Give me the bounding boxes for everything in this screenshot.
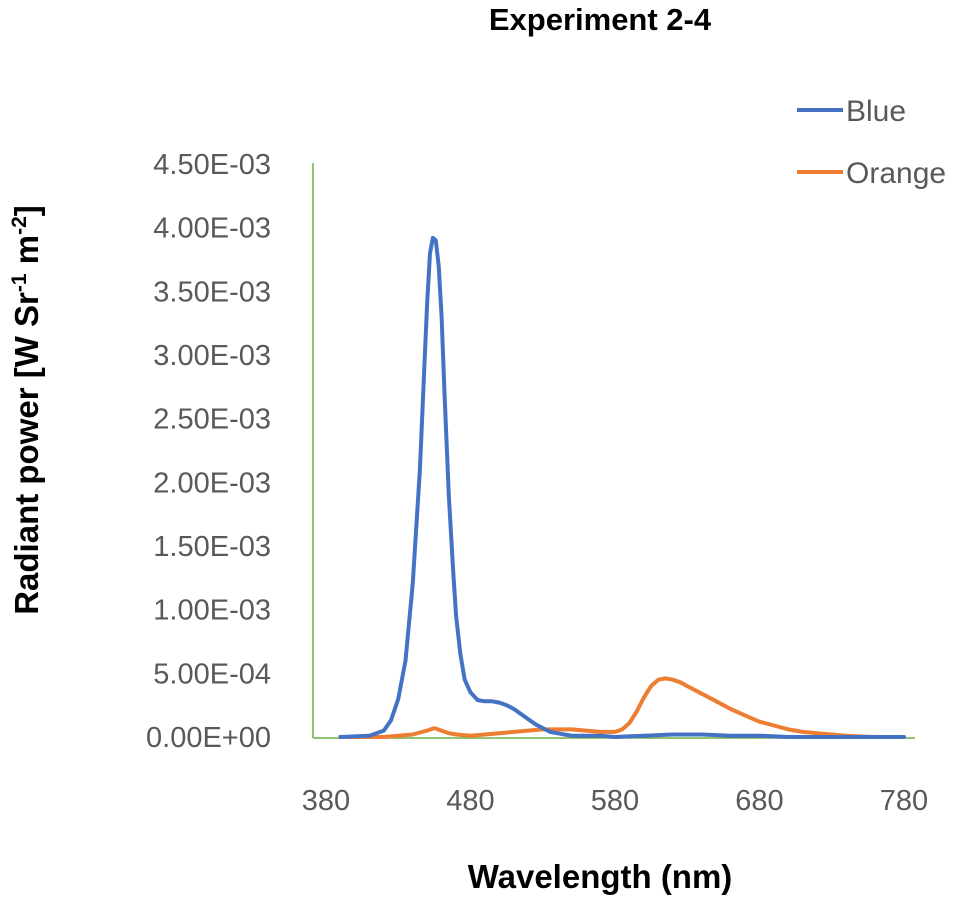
y-tick-label: 1.00E-03 (153, 595, 271, 627)
y-tick-label: 4.00E-03 (153, 213, 271, 245)
legend-label-orange: Orange (846, 157, 946, 190)
y-axis-title-mid: m (8, 235, 45, 274)
legend-label-blue: Blue (846, 95, 906, 128)
x-tick-label: 780 (880, 785, 928, 817)
chart-title: Experiment 2-4 (489, 2, 712, 37)
y-tick-label: 3.00E-03 (153, 340, 271, 372)
y-axis-title: Radiant power [W Sr-1 m-2] (8, 205, 45, 615)
y-axis-title-sup2: -2 (8, 216, 31, 235)
y-tick-label: 5.00E-04 (153, 658, 271, 690)
x-tick-label: 380 (302, 785, 350, 817)
y-axis-title-base: Radiant power [W Sr (8, 292, 45, 615)
series-lines (338, 235, 906, 739)
x-axis-title: Wavelength (nm) (468, 858, 733, 895)
y-tick-label: 2.00E-03 (153, 467, 271, 499)
x-tick-label: 480 (446, 785, 494, 817)
y-tick-label: 4.50E-03 (153, 149, 271, 181)
y-tick-label: 2.50E-03 (153, 404, 271, 436)
legend: Blue Orange (797, 95, 946, 190)
y-axis-title-sup1: -1 (8, 273, 31, 292)
x-tick-labels: 380 480 580 680 780 (302, 785, 928, 817)
y-tick-labels: 0.00E+00 5.00E-04 1.00E-03 1.50E-03 2.00E-03… (146, 149, 271, 754)
y-tick-label: 0.00E+00 (146, 722, 271, 754)
series-line-orange (338, 676, 906, 739)
x-tick-label: 680 (735, 785, 783, 817)
y-axis-title-end: ] (8, 205, 45, 216)
y-tick-label: 1.50E-03 (153, 531, 271, 563)
x-tick-label: 580 (591, 785, 639, 817)
y-tick-label: 3.50E-03 (153, 276, 271, 308)
series-line-blue (338, 235, 906, 739)
